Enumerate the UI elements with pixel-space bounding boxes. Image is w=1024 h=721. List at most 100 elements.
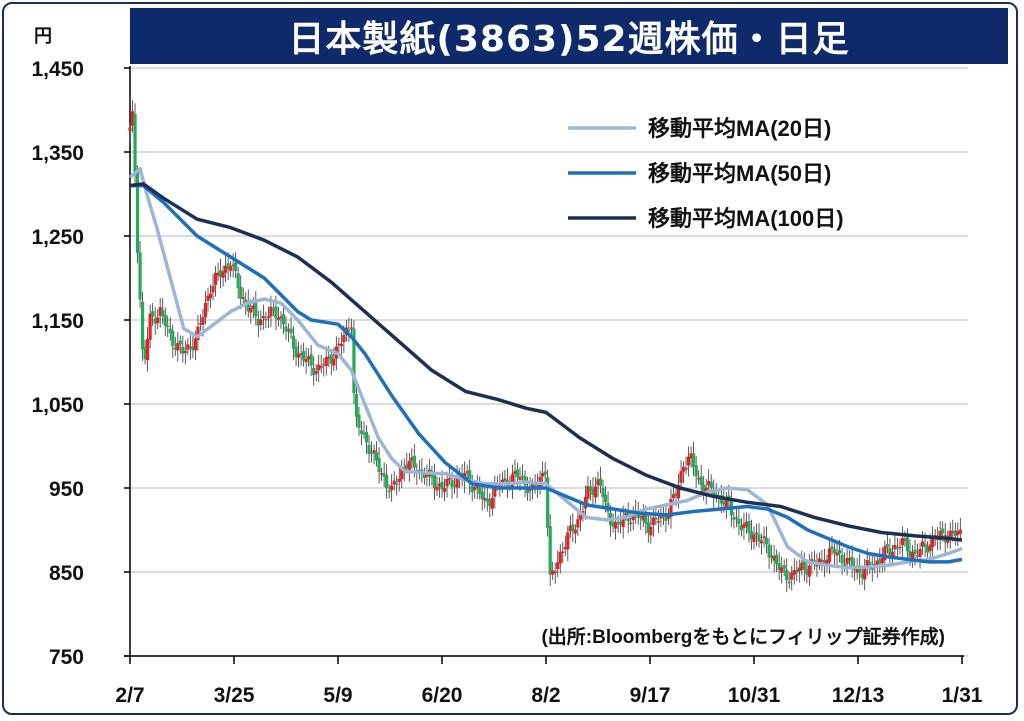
candle-body (586, 486, 590, 499)
candle-body (455, 476, 459, 488)
candle-body (281, 314, 286, 325)
candle-body (259, 319, 263, 326)
candle-body (483, 498, 487, 501)
candle-body (578, 514, 582, 520)
candle-body (855, 567, 859, 573)
candle-body (229, 266, 233, 271)
candle-body (895, 547, 900, 549)
candle-body (208, 293, 213, 299)
candle-body (651, 517, 655, 525)
candle-body (246, 301, 250, 312)
candle-body (571, 524, 575, 532)
candle-body (659, 514, 663, 519)
candle-body (382, 473, 386, 477)
candle-body (442, 488, 447, 492)
candle-body (694, 465, 698, 477)
candle-body (860, 573, 864, 578)
candle-body (271, 308, 276, 311)
candle-body (679, 471, 683, 483)
candle-body (261, 316, 265, 319)
candle-body (702, 484, 706, 493)
candle-body (166, 325, 170, 328)
candle-body (385, 474, 389, 489)
candle-body (302, 351, 306, 361)
candle-body (805, 569, 809, 575)
candle-body (548, 525, 552, 575)
candle-body (596, 479, 600, 486)
candle-body (276, 317, 281, 320)
candle-body (218, 270, 223, 277)
candle-body (515, 469, 520, 478)
candle-body (299, 353, 303, 356)
candle-body (541, 473, 545, 477)
candle-body (737, 519, 741, 525)
candle-body (734, 517, 738, 519)
x-tick-label: 2/7 (115, 684, 144, 707)
candle-body (644, 514, 648, 524)
x-tick-label: 12/13 (832, 684, 885, 707)
candle-body (191, 346, 195, 351)
candle-body (291, 335, 296, 349)
legend-label: 移動平均MA(50日) (648, 161, 831, 186)
candle-body (905, 537, 910, 552)
candle-body (848, 557, 852, 561)
candle-body (767, 544, 771, 558)
candle-body (387, 490, 391, 493)
candle-body (747, 521, 751, 533)
candle-body (878, 559, 882, 564)
x-tick-label: 6/20 (422, 684, 463, 707)
candle-body (712, 488, 716, 497)
candle-body (913, 549, 917, 554)
candle-body (412, 455, 416, 468)
candle-body (900, 538, 905, 546)
candle-body (352, 328, 356, 394)
candle-body (347, 329, 351, 331)
candle-body (898, 546, 902, 549)
candle-body (568, 525, 572, 532)
candle-body (948, 530, 952, 538)
candle-body (234, 262, 238, 271)
candle-body (470, 485, 474, 492)
candle-body (558, 551, 562, 564)
candle-body (641, 515, 645, 521)
candle-body (312, 367, 316, 376)
candle-body (588, 486, 593, 491)
candle-body (138, 252, 142, 300)
candle-body (951, 531, 955, 534)
candle-body (266, 316, 270, 319)
ma20-line (128, 167, 963, 570)
candle-body (364, 431, 369, 443)
candle-body (938, 530, 942, 541)
candle-body (780, 567, 784, 573)
candle-body (178, 340, 182, 345)
candle-body (624, 513, 628, 516)
candle-body (128, 127, 132, 131)
candle-body (561, 551, 565, 554)
y-tick-label: 1,050 (31, 394, 84, 417)
candle-body (656, 521, 660, 523)
candle-body (380, 473, 384, 475)
candle-body (332, 359, 336, 366)
candle-body (525, 487, 530, 494)
y-tick-label: 850 (49, 562, 84, 585)
candle-body (161, 309, 165, 317)
candle-body (770, 555, 774, 559)
candle-body (666, 514, 671, 519)
candle-body (168, 328, 172, 334)
candle-body (198, 323, 203, 325)
candle-body (425, 475, 429, 477)
candle-body (686, 456, 691, 466)
candle-body (536, 483, 540, 487)
candle-body (674, 493, 678, 496)
candle-body (890, 551, 894, 557)
candle-body (329, 354, 333, 364)
candle-body (143, 346, 147, 360)
candle-body (928, 544, 932, 552)
candle-body (369, 452, 374, 454)
legend-label: 移動平均MA(20日) (648, 116, 831, 141)
candle-body (251, 305, 255, 309)
candle-body (485, 498, 489, 502)
candle-body (254, 302, 258, 317)
candle-body (915, 555, 920, 557)
candle-body (140, 301, 145, 350)
